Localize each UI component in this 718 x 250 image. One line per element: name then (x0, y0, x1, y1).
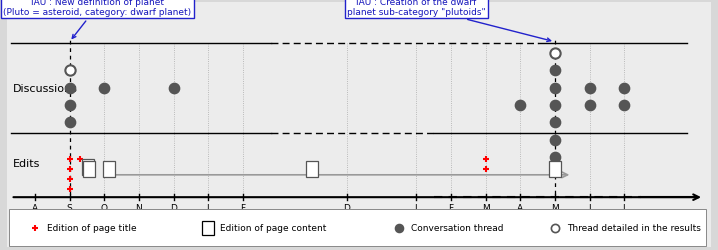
Text: J: J (415, 203, 417, 212)
Text: F: F (241, 203, 246, 212)
Point (584, 86, 595, 90)
Text: Edition of page content: Edition of page content (220, 224, 327, 232)
Point (64, 104, 75, 108)
Text: S: S (67, 203, 73, 212)
Text: Edits: Edits (12, 158, 39, 168)
Point (98, 86, 110, 90)
Text: M: M (551, 203, 559, 212)
Point (549, 86, 561, 90)
Text: N: N (136, 203, 142, 212)
Point (549, 138, 561, 142)
Text: F: F (448, 203, 453, 212)
Text: 2007: 2007 (211, 210, 240, 220)
Bar (83, 162, 95, 177)
Point (584, 104, 595, 108)
Point (549, 69, 561, 73)
Bar (202, 221, 215, 235)
Text: 2006: 2006 (38, 210, 66, 220)
Point (64, 86, 75, 90)
Text: O: O (101, 203, 108, 212)
Text: Discussions: Discussions (12, 84, 78, 94)
Point (618, 104, 630, 108)
Text: Edition of page title: Edition of page title (47, 224, 136, 232)
Point (549, 156, 561, 160)
FancyBboxPatch shape (9, 210, 706, 246)
Text: J: J (588, 203, 591, 212)
Text: IAU : Creation of the dwarf
planet sub-category "plutoids": IAU : Creation of the dwarf planet sub-c… (347, 0, 551, 42)
Bar (103, 162, 116, 177)
Bar (82, 160, 94, 175)
Point (549, 226, 561, 230)
Text: D: D (170, 203, 177, 212)
Text: J: J (623, 203, 625, 212)
Point (64, 69, 75, 73)
Text: M: M (482, 203, 490, 212)
Point (618, 86, 630, 90)
Text: 2008: 2008 (489, 210, 517, 220)
Point (168, 86, 180, 90)
Text: J: J (207, 203, 210, 212)
Point (393, 226, 405, 230)
Bar (549, 162, 561, 177)
Text: IAU : New definition of planet
(Pluto = asteroid, category: dwarf planet): IAU : New definition of planet (Pluto = … (4, 0, 192, 39)
Bar (306, 162, 318, 177)
Text: A: A (517, 203, 523, 212)
Text: Conversation thread: Conversation thread (411, 224, 503, 232)
Text: A: A (32, 203, 38, 212)
Point (549, 121, 561, 125)
Text: Thread detailed in the results: Thread detailed in the results (567, 224, 701, 232)
FancyBboxPatch shape (7, 2, 711, 248)
Text: D: D (343, 203, 350, 212)
Point (64, 121, 75, 125)
Point (514, 104, 526, 108)
Point (549, 52, 561, 56)
Point (549, 104, 561, 108)
